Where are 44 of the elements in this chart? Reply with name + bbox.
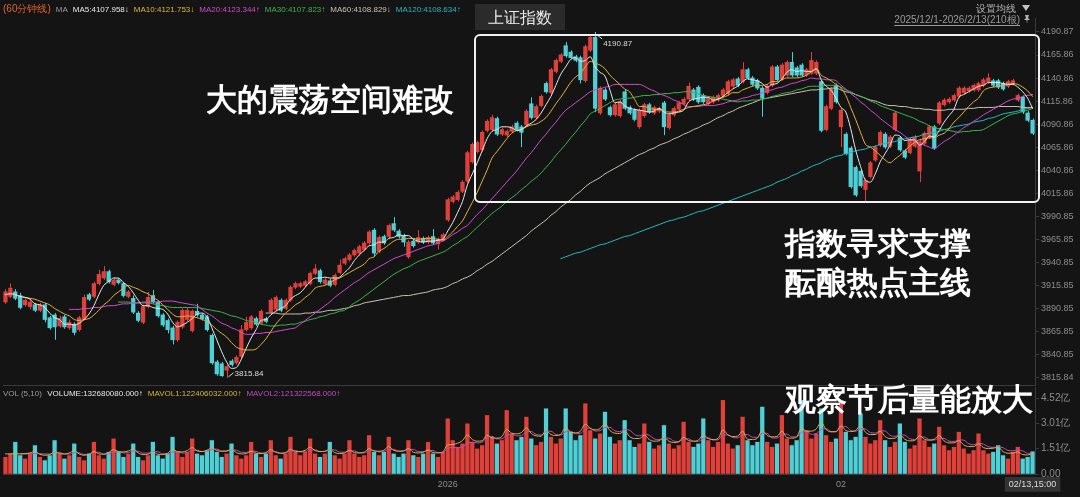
- text: MA20:4123.344↑: [199, 5, 260, 14]
- y-tick-label: 3890.85: [1041, 303, 1074, 314]
- y-tick-label: 4190.87: [1041, 26, 1074, 37]
- text: MA60:4108.829↓: [330, 5, 391, 14]
- y-tick-label: 4115.86: [1041, 95, 1073, 106]
- y-tick-label: 1.51亿: [1041, 442, 1071, 454]
- text: MA10:4121.753↓: [133, 5, 195, 14]
- annotation: 2025/12/1-2026/2/13(210根): [894, 14, 1020, 26]
- y-tick-label: 4.52亿: [1041, 392, 1071, 404]
- y-tick-label: 3865.85: [1041, 326, 1074, 337]
- annotation: VOL (5,10): [3, 389, 43, 398]
- y-tick-label: 3815.84: [1041, 372, 1074, 383]
- y-tick-label: 4140.86: [1041, 72, 1074, 83]
- annotation: VOLUME:132680080.000↑: [47, 389, 143, 398]
- text: (60分钟线): [3, 3, 51, 14]
- chart-title: 上证指数: [488, 9, 552, 26]
- y-tick-label: 4165.86: [1041, 49, 1074, 60]
- x-tick-label: 02: [835, 478, 846, 489]
- annotation: 指数寻求支撑: [784, 226, 971, 261]
- annotation: 酝酿热点主线: [785, 265, 971, 300]
- y-tick-label: 3840.85: [1041, 349, 1074, 360]
- y-tick-label: 4040.86: [1041, 164, 1074, 175]
- annotation: 观察节后量能放大: [784, 382, 1033, 418]
- y-tick-label: 3915.85: [1041, 280, 1074, 291]
- y-tick-label: 3940.85: [1041, 256, 1074, 267]
- text: MAVOL1:122406032.000↑: [147, 389, 242, 398]
- y-tick-label: 4065.86: [1041, 141, 1074, 152]
- x-tick-label: 02/13,15:00: [1008, 478, 1057, 489]
- annotation: 大的震荡空间难改: [206, 82, 454, 117]
- annotation: 3815.84: [234, 368, 265, 378]
- y-tick-label: 4090.86: [1041, 118, 1074, 129]
- legend-title: MA: [55, 5, 69, 14]
- y-tick-label: 3.01亿: [1041, 417, 1071, 429]
- text: MA30:4107.823↑: [264, 5, 326, 14]
- annotation: 4190.87: [603, 38, 633, 48]
- y-tick-label: 3990.85: [1041, 210, 1074, 221]
- y-tick-label: 3965.85: [1041, 233, 1074, 244]
- text: MA5:4107.958↓: [72, 5, 129, 14]
- text: 设置均线: [976, 3, 1016, 14]
- y-tick-label: 0.00: [1041, 467, 1061, 479]
- y-tick-label: 4015.86: [1041, 187, 1074, 198]
- text: MA120:4108.634↑: [395, 5, 461, 14]
- text: MAVOL2:121322568.000↑: [246, 389, 341, 398]
- x-tick-label: 2026: [437, 478, 458, 489]
